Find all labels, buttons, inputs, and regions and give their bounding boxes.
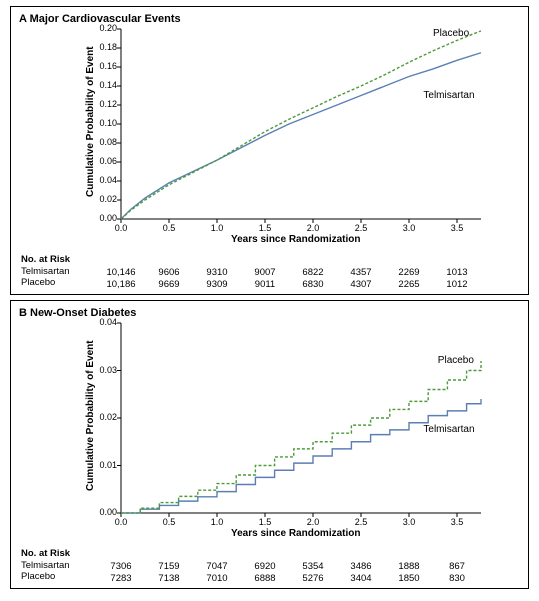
axes-a xyxy=(121,29,481,219)
risk-cell: 3404 xyxy=(337,573,385,584)
ytick-label: 0.14 xyxy=(91,80,117,90)
panel-b-title: B New-Onset Diabetes xyxy=(19,307,136,319)
ytick-label: 0.12 xyxy=(91,99,117,109)
ytick-label: 0.20 xyxy=(91,23,117,33)
risk-cell: 9309 xyxy=(193,279,241,290)
yticks-a xyxy=(117,29,121,219)
xtick-label: 1.0 xyxy=(207,223,227,233)
ytick-label: 0.18 xyxy=(91,42,117,52)
risk-cell: 7010 xyxy=(193,573,241,584)
series-telmisartan xyxy=(121,53,481,219)
ytick-label: 0.08 xyxy=(91,137,117,147)
risk-cell: 6830 xyxy=(289,279,337,290)
ytick-label: 0.10 xyxy=(91,118,117,128)
series-placebo xyxy=(121,31,481,219)
xtick-label: 1.5 xyxy=(255,223,275,233)
series-label-placebo: Placebo xyxy=(433,28,469,39)
series-label-placebo: Placebo xyxy=(438,355,474,366)
axes-b xyxy=(121,323,481,513)
series-label-telmisartan: Telmisartan xyxy=(423,424,474,435)
risk-cell: 3486 xyxy=(337,561,385,572)
ytick-label: 0.00 xyxy=(91,507,117,517)
figure: A Major Cardiovascular Events Cumulative… xyxy=(0,0,539,601)
xlabel-b: Years since Randomization xyxy=(231,528,361,539)
risk-cell: 6920 xyxy=(241,561,289,572)
xtick-label: 2.0 xyxy=(303,223,323,233)
series-label-telmisartan: Telmisartan xyxy=(423,90,474,101)
risk-cell: 7283 xyxy=(97,573,145,584)
risk-cell: 7047 xyxy=(193,561,241,572)
xtick-label: 0.5 xyxy=(159,517,179,527)
xtick-label: 3.5 xyxy=(447,517,467,527)
ytick-label: 0.02 xyxy=(91,194,117,204)
risk-row-label-a-1: Placebo xyxy=(21,277,70,288)
risk-cell: 10,186 xyxy=(97,279,145,290)
xtick-label: 3.0 xyxy=(399,517,419,527)
xtick-label: 3.5 xyxy=(447,223,467,233)
ytick-label: 0.04 xyxy=(91,175,117,185)
xlabel-a: Years since Randomization xyxy=(231,234,361,245)
risk-cell: 4307 xyxy=(337,279,385,290)
xtick-label: 0.0 xyxy=(111,223,131,233)
xtick-label: 2.5 xyxy=(351,517,371,527)
xtick-label: 1.5 xyxy=(255,517,275,527)
chart-b xyxy=(121,323,481,513)
xtick-label: 3.0 xyxy=(399,223,419,233)
risk-row-label-b-0: Telmisartan xyxy=(21,560,70,571)
risk-cell: 9007 xyxy=(241,267,289,278)
risk-cell: 6888 xyxy=(241,573,289,584)
risk-cell: 1888 xyxy=(385,561,433,572)
yticks-b xyxy=(117,323,121,513)
series-placebo xyxy=(121,361,481,513)
xtick-label: 0.0 xyxy=(111,517,131,527)
xtick-label: 2.0 xyxy=(303,517,323,527)
risk-cell: 10,146 xyxy=(97,267,145,278)
ytick-label: 0.03 xyxy=(91,365,117,375)
risk-title-a: No. at Risk xyxy=(21,254,70,265)
xtick-label: 0.5 xyxy=(159,223,179,233)
risk-row-label-b-1: Placebo xyxy=(21,571,70,582)
risk-cell: 1850 xyxy=(385,573,433,584)
risk-cell: 9011 xyxy=(241,279,289,290)
xtick-label: 2.5 xyxy=(351,223,371,233)
risk-cell: 1012 xyxy=(433,279,481,290)
risk-cell: 2265 xyxy=(385,279,433,290)
risk-cell: 867 xyxy=(433,561,481,572)
risk-cell: 2269 xyxy=(385,267,433,278)
panel-a: A Major Cardiovascular Events Cumulative… xyxy=(10,6,529,295)
ytick-label: 0.02 xyxy=(91,412,117,422)
panel-b: B New-Onset Diabetes Cumulative Probabil… xyxy=(10,300,529,589)
risk-cell: 7159 xyxy=(145,561,193,572)
risk-table-b: No. at Risk Telmisartan Placebo xyxy=(21,548,70,582)
chart-a xyxy=(121,29,481,219)
ytick-label: 0.01 xyxy=(91,460,117,470)
risk-cell: 9669 xyxy=(145,279,193,290)
risk-cell: 1013 xyxy=(433,267,481,278)
risk-cell: 7306 xyxy=(97,561,145,572)
risk-table-a: No. at Risk Telmisartan Placebo xyxy=(21,254,70,288)
risk-cell: 9606 xyxy=(145,267,193,278)
ytick-label: 0.00 xyxy=(91,213,117,223)
risk-row-label-a-0: Telmisartan xyxy=(21,266,70,277)
risk-cell: 830 xyxy=(433,573,481,584)
risk-cell: 4357 xyxy=(337,267,385,278)
risk-cell: 5276 xyxy=(289,573,337,584)
ytick-label: 0.16 xyxy=(91,61,117,71)
series-telmisartan xyxy=(121,399,481,513)
ytick-label: 0.06 xyxy=(91,156,117,166)
xtick-label: 1.0 xyxy=(207,517,227,527)
ytick-label: 0.04 xyxy=(91,317,117,327)
risk-cell: 7138 xyxy=(145,573,193,584)
risk-cell: 5354 xyxy=(289,561,337,572)
risk-title-b: No. at Risk xyxy=(21,548,70,559)
risk-cell: 9310 xyxy=(193,267,241,278)
series-b xyxy=(121,361,481,513)
risk-cell: 6822 xyxy=(289,267,337,278)
series-a xyxy=(121,31,481,219)
